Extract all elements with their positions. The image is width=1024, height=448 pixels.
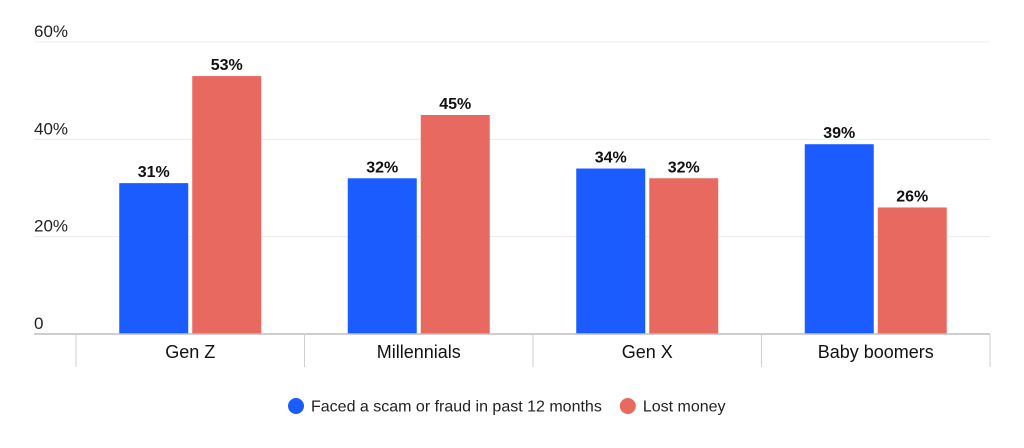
bar-faced-scam (804, 144, 874, 334)
bar-lost-money (420, 115, 490, 334)
data-label: 39% (823, 125, 855, 142)
data-label: 53% (211, 57, 243, 74)
y-tick-label: 40% (34, 119, 68, 138)
data-label: 32% (668, 159, 700, 176)
legend-label: Lost money (643, 399, 726, 416)
bar-faced-scam (119, 183, 189, 334)
bar-lost-money (877, 207, 947, 334)
y-tick-label: 20% (34, 217, 68, 236)
bar-lost-money (649, 178, 719, 334)
y-axis-ticks: 0 20% 40% 60% (34, 22, 68, 333)
legend-swatch (288, 398, 304, 414)
bars (119, 76, 947, 335)
bar-faced-scam (347, 178, 417, 334)
data-labels: 31% 53% 32% 45% 34% 32% 39% 26% (138, 57, 929, 205)
data-label: 32% (366, 159, 398, 176)
y-tick-label: 60% (34, 22, 68, 41)
x-axis: Gen Z Millennials Gen X Baby boomers (34, 333, 991, 367)
data-label: 26% (896, 188, 928, 205)
data-label: 45% (439, 96, 471, 113)
y-tick-label: 0 (34, 314, 43, 333)
bar-lost-money (192, 76, 262, 335)
legend-swatch (619, 398, 636, 414)
x-category-label: Gen X (622, 342, 673, 362)
x-category-label: Millennials (377, 342, 461, 362)
data-label: 31% (138, 164, 170, 181)
legend-label: Faced a scam or fraud in past 12 months (311, 399, 602, 416)
data-label: 34% (595, 150, 627, 167)
bar-faced-scam (576, 168, 646, 334)
x-category-label: Gen Z (165, 342, 215, 362)
x-category-label: Baby boomers (818, 342, 934, 362)
legend: Faced a scam or fraud in past 12 months L… (288, 398, 726, 416)
